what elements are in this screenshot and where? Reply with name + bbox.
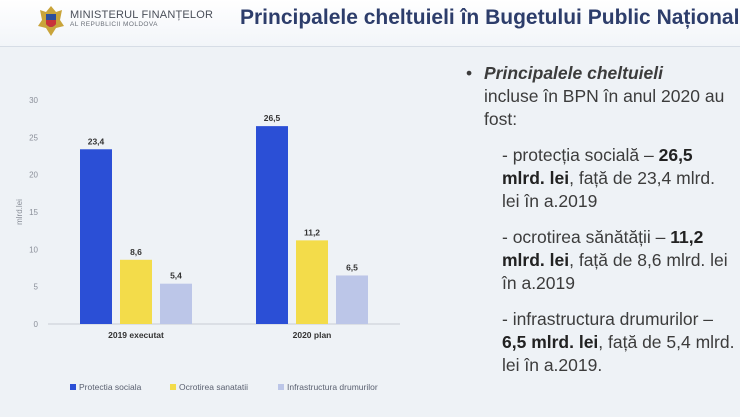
x-tick-label: 2020 plan [293, 330, 332, 340]
bar [120, 259, 152, 324]
item-suffix: , față de 8,6 mlrd. lei în a.2019 [502, 250, 728, 293]
legend-swatch [170, 384, 176, 390]
item-value: 11,2 mlrd. lei [502, 227, 704, 270]
ministry-name-line2: AL REPUBLICII MOLDOVA [70, 21, 158, 28]
y-tick-label: 0 [34, 320, 39, 329]
coat-of-arms-icon [38, 6, 64, 36]
y-axis-label: mlrd.lei [15, 199, 24, 225]
x-tick-label: 2019 executat [108, 330, 164, 340]
legend-swatch [278, 384, 284, 390]
item-suffix: , față de 23,4 mlrd. lei în a.2019 [502, 168, 716, 211]
y-tick-label: 20 [29, 171, 38, 180]
data-label: 5,4 [170, 271, 182, 281]
lead-rest-text: incluse în BPN în anul 2020 au fost: [484, 86, 725, 129]
item-infrastructura-drumurilor: - infrastructura drumurilor – 6,5 mlrd. … [466, 308, 736, 377]
item-protectia-sociala: - protecția socială – 26,5 mlrd. lei, fa… [466, 144, 736, 213]
y-tick-label: 10 [29, 245, 38, 254]
item-prefix: - ocrotirea sănătății – [502, 227, 671, 247]
bar [336, 275, 368, 324]
data-label: 23,4 [88, 136, 105, 146]
y-tick-label: 25 [29, 133, 38, 142]
item-value: 6,5 mlrd. lei [502, 332, 599, 352]
bar-chart: 0 5 10 15 20 25 30 mlrd.lei 23,4 8,6 5,4 2019 execu… [0, 64, 440, 409]
y-tick-label: 30 [29, 96, 38, 105]
bullet-icon: • [466, 63, 473, 83]
data-label: 8,6 [130, 247, 142, 257]
slide-header: MINISTERUL FINANȚELOR AL REPUBLICII MOLD… [0, 0, 740, 47]
item-suffix: , față de 5,4 mlrd. lei în a.2019. [502, 332, 735, 375]
ministry-name-line1: MINISTERUL FINANȚELOR [70, 9, 214, 21]
bar [80, 149, 112, 324]
bar [296, 240, 328, 324]
data-label: 26,5 [264, 113, 281, 123]
bar-chart-svg: 0 5 10 15 20 25 30 mlrd.lei 23,4 8,6 5,4 2019 execu… [15, 96, 400, 392]
legend-label: Infrastructura drumurilor [287, 382, 378, 392]
item-prefix: - protecția socială – [502, 145, 659, 165]
bar [160, 283, 192, 324]
y-tick-label: 15 [29, 208, 38, 217]
legend-label: Protectia sociala [79, 382, 142, 392]
item-prefix: - infrastructura drumurilor – [502, 309, 714, 329]
y-tick-label: 5 [34, 283, 39, 292]
data-label: 11,2 [304, 227, 320, 237]
data-label: 6,5 [346, 262, 358, 272]
text-panel: • Principalele cheltuieli incluse în BPN… [466, 62, 736, 377]
item-ocrotirea-sanatatii: - ocrotirea sănătății – 11,2 mlrd. lei, … [466, 226, 736, 295]
legend-swatch [70, 384, 76, 390]
ministry-name: MINISTERUL FINANȚELOR AL REPUBLICII MOLD… [70, 9, 213, 29]
item-value: 26,5 mlrd. lei [502, 145, 693, 188]
legend-label: Ocrotirea sanatatii [179, 382, 248, 392]
slide-title: Principalele cheltuieli în Bugetului Pub… [240, 6, 740, 29]
bar [256, 126, 288, 324]
lead-text: Principalele cheltuieli [484, 63, 663, 83]
lead-bullet: • Principalele cheltuieli incluse în BPN… [466, 62, 736, 131]
